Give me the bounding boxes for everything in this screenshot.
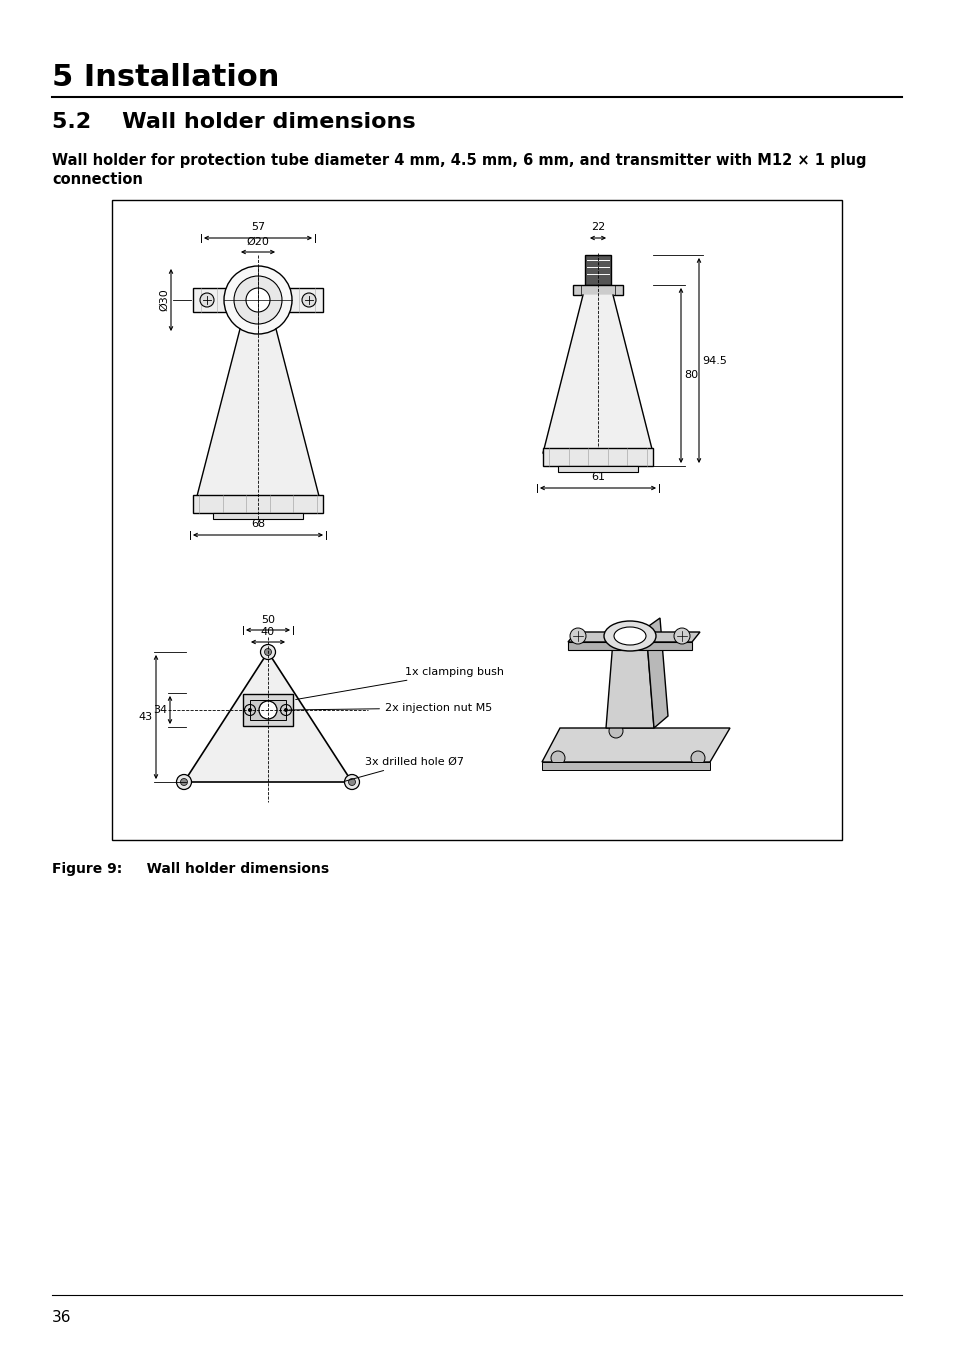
Bar [243,694,293,725]
Circle shape [224,266,292,334]
Text: 80: 80 [683,370,698,381]
Circle shape [258,701,276,719]
Circle shape [551,751,564,765]
Text: 68: 68 [251,519,265,530]
Circle shape [348,778,355,785]
Circle shape [690,751,704,765]
Bar [213,513,303,519]
Circle shape [260,644,275,659]
Text: 94.5: 94.5 [701,355,726,366]
Ellipse shape [603,621,656,651]
Circle shape [246,288,270,312]
Polygon shape [567,632,700,642]
Circle shape [248,708,252,712]
Circle shape [302,293,315,307]
Circle shape [180,778,188,785]
Polygon shape [567,642,691,650]
Text: 22: 22 [590,222,604,232]
Text: 2x injection nut M5: 2x injection nut M5 [289,703,492,713]
Bar [250,700,286,720]
Polygon shape [645,617,667,728]
Text: 36: 36 [52,1310,71,1325]
Bar [193,494,323,513]
Text: 34: 34 [152,705,167,715]
Text: 5 Installation: 5 Installation [52,63,279,92]
Circle shape [569,628,585,644]
Text: 1x clamping bush: 1x clamping bush [295,667,503,700]
Bar [542,449,652,466]
Circle shape [233,276,282,324]
Bar [112,200,841,840]
Text: Wall holder for protection tube diameter 4 mm, 4.5 mm, 6 mm, and transmitter wit: Wall holder for protection tube diameter… [52,153,865,168]
Polygon shape [541,728,729,762]
Text: 57: 57 [251,222,265,232]
Circle shape [284,708,288,712]
Text: Figure 9:     Wall holder dimensions: Figure 9: Wall holder dimensions [52,862,329,875]
Circle shape [344,774,359,789]
Polygon shape [184,653,352,782]
Circle shape [264,648,272,655]
Text: 61: 61 [590,471,604,482]
Circle shape [673,628,689,644]
Polygon shape [542,295,652,453]
Bar [558,466,638,471]
Text: 3x drilled hole Ø7: 3x drilled hole Ø7 [344,757,463,781]
Circle shape [176,774,192,789]
Polygon shape [605,628,654,728]
Text: Ø30: Ø30 [159,289,169,311]
Bar [193,288,323,312]
Text: 40: 40 [261,627,274,638]
Text: connection: connection [52,172,143,186]
Circle shape [608,724,622,738]
Bar [584,255,610,285]
Polygon shape [541,762,709,770]
Circle shape [200,293,213,307]
Text: 43: 43 [139,712,152,721]
Text: 50: 50 [261,615,274,626]
Text: Ø20: Ø20 [246,236,269,247]
Polygon shape [195,330,319,500]
Bar [573,285,622,295]
Text: 5.2    Wall holder dimensions: 5.2 Wall holder dimensions [52,112,416,132]
Ellipse shape [614,627,645,644]
